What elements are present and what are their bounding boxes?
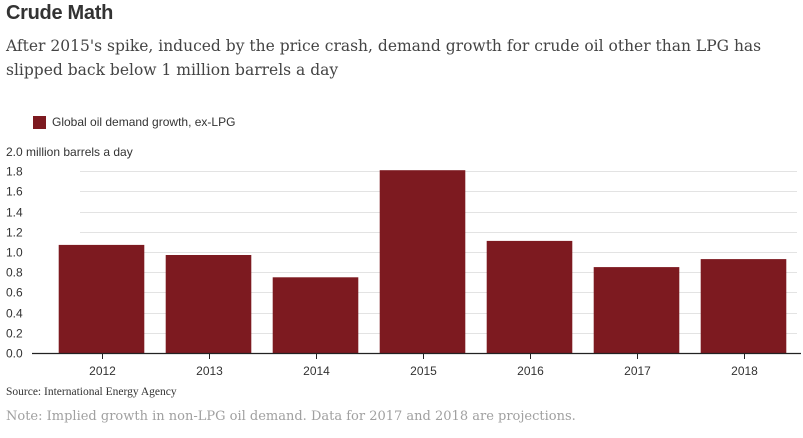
- y-axis-unit-label: 2.0 million barrels a day: [6, 145, 133, 159]
- x-tick-label: 2012: [89, 364, 116, 378]
- bar-2014: [272, 277, 359, 354]
- y-tick-label: 0.0: [6, 347, 23, 361]
- bar-2013: [165, 255, 252, 353]
- x-tick-label: 2017: [624, 364, 651, 378]
- chart-subtitle: After 2015's spike, induced by the price…: [6, 37, 762, 79]
- y-tick-label: 1.2: [6, 226, 23, 240]
- x-tick-label: 2013: [196, 364, 223, 378]
- x-tick-label: 2016: [517, 364, 544, 378]
- bar-2015: [379, 170, 466, 353]
- y-tick-label: 0.8: [6, 266, 23, 280]
- bar-2017: [593, 267, 680, 353]
- x-tick-label: 2015: [410, 364, 437, 378]
- y-tick-label: 1.6: [6, 185, 23, 199]
- legend-swatch: [33, 115, 46, 129]
- bar-2012: [58, 244, 145, 353]
- x-tick-label: 2018: [731, 364, 758, 378]
- y-tick-label: 0.4: [6, 307, 23, 321]
- legend: Global oil demand growth, ex-LPG: [33, 115, 235, 129]
- chart-title: Crude Math: [6, 2, 114, 24]
- note-text: Note: Implied growth in non-LPG oil dema…: [6, 409, 576, 424]
- y-tick-label: 1.0: [6, 246, 23, 260]
- axes: 0.0 0.2 0.4 0.6 0.8 1.0 1.2 1.4 1.6 1.8 2012 2013 20…: [6, 165, 801, 378]
- bars: [58, 170, 787, 354]
- y-tick-label: 0.2: [6, 327, 23, 341]
- source-text: Source: International Energy Agency: [6, 386, 177, 398]
- legend-label: Global oil demand growth, ex-LPG: [52, 115, 236, 129]
- x-tick-label: 2014: [303, 364, 330, 378]
- y-tick-label: 0.6: [6, 286, 23, 300]
- bar-2016: [486, 240, 573, 353]
- bar-2018: [700, 259, 787, 353]
- y-tick-label: 1.8: [6, 165, 23, 179]
- y-tick-label: 1.4: [6, 206, 23, 220]
